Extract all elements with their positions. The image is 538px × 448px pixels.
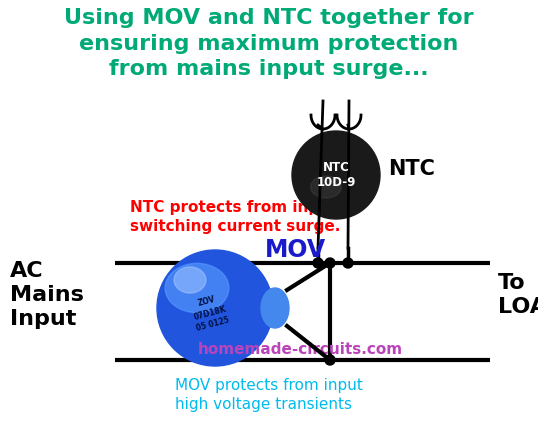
Text: homemade-circuits.com: homemade-circuits.com: [197, 343, 402, 358]
Text: NTC: NTC: [388, 159, 435, 179]
Circle shape: [292, 131, 380, 219]
Text: Using MOV and NTC together for
ensuring maximum protection
from mains input surg: Using MOV and NTC together for ensuring …: [64, 8, 474, 79]
Circle shape: [325, 355, 335, 365]
Text: MOV protects from input
high voltage transients: MOV protects from input high voltage tra…: [175, 378, 363, 412]
Text: AC
Mains
Input: AC Mains Input: [10, 261, 84, 329]
Circle shape: [325, 258, 335, 268]
Text: NTC
10D-9: NTC 10D-9: [316, 161, 356, 189]
Circle shape: [313, 258, 323, 268]
Ellipse shape: [174, 267, 206, 293]
Text: NTC protects from input
switching current surge.: NTC protects from input switching curren…: [130, 200, 341, 234]
Ellipse shape: [261, 288, 289, 328]
Text: To
LOAD: To LOAD: [498, 273, 538, 317]
Ellipse shape: [165, 263, 229, 313]
Text: MOV: MOV: [265, 238, 325, 262]
Ellipse shape: [310, 176, 342, 198]
Text: ZOV
07D18K
05 0125: ZOV 07D18K 05 0125: [189, 293, 231, 333]
Circle shape: [343, 258, 353, 268]
Circle shape: [157, 250, 273, 366]
